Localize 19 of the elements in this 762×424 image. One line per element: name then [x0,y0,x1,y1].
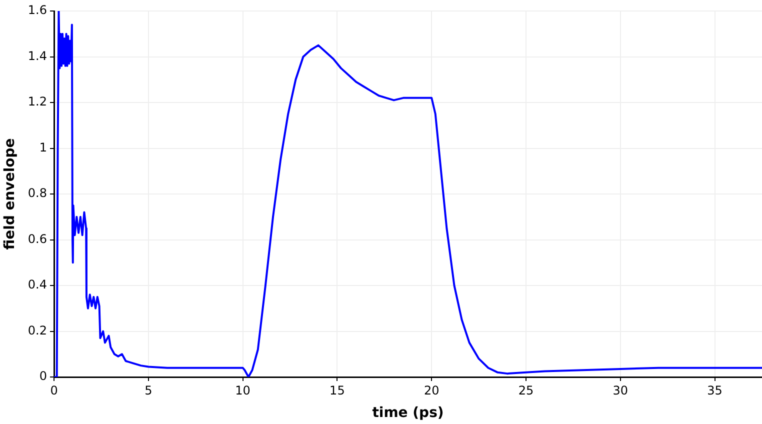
y-tick-label: 0.2 [28,323,47,338]
x-tick-label: 30 [612,383,628,398]
x-tick-label: 0 [50,383,58,398]
y-tick-label: 1.2 [28,94,47,109]
y-tick-label: 1.4 [28,48,47,63]
y-tick-label: 1 [39,140,47,154]
x-tick-label: 35 [707,383,722,398]
x-tick-label: 15 [330,383,345,398]
y-tick-label: 0.4 [28,278,47,292]
x-tick-label: 5 [144,383,152,398]
y-tick-label: 0 [39,369,47,384]
y-tick-label: 0.6 [28,232,47,246]
y-axis-title: field envelope [2,138,18,250]
x-tick-label: 10 [235,383,250,398]
y-tick-label: 0.8 [28,186,47,200]
x-axis-title: time (ps) [372,405,444,422]
x-tick-label: 25 [518,383,534,398]
y-tick-label: 1.6 [28,3,47,18]
x-tick-label: 20 [424,383,440,398]
